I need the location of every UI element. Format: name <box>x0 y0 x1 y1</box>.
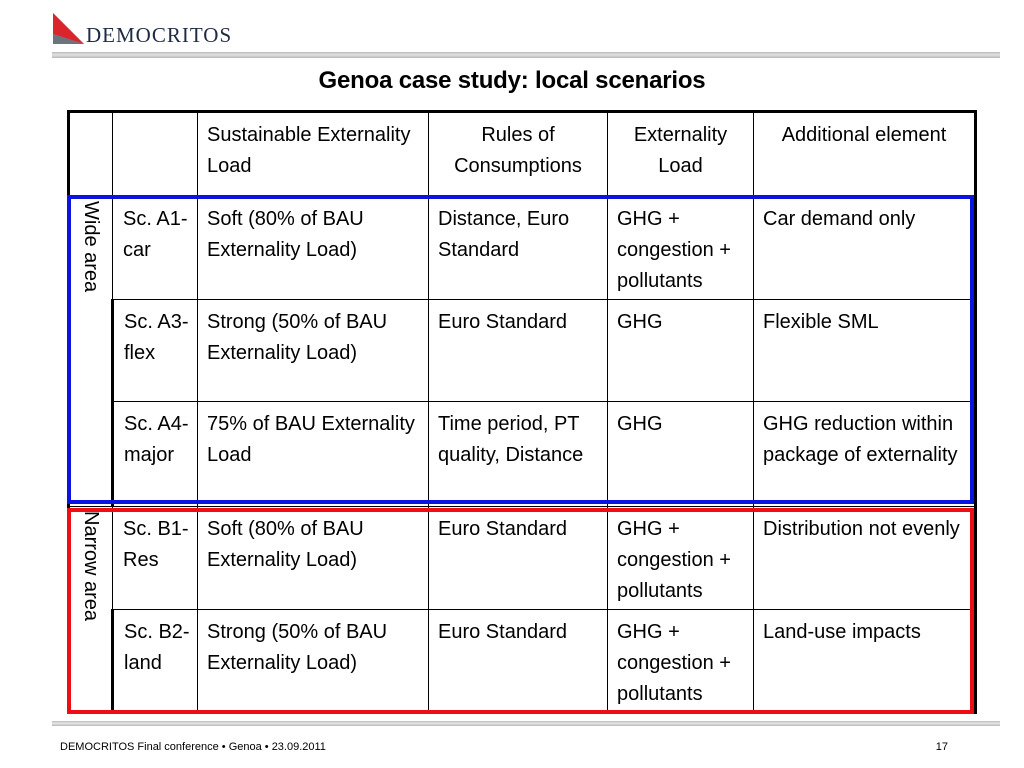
logo-text: DEMOCRITOS <box>86 23 233 47</box>
table-row: Sc. A3- flex Strong (50% of BAU External… <box>69 299 977 402</box>
region-label-narrow: Narrow area <box>80 511 102 622</box>
header-additional-element: Additional element <box>753 110 977 197</box>
page-number: 17 <box>935 741 948 753</box>
additional-cell: Land-use impacts <box>753 609 977 714</box>
sel-cell: Soft (80% of BAU Externality Load) <box>197 196 429 300</box>
header-rules-of-consumptions: Rules of Consumptions <box>428 110 608 197</box>
additional-cell: GHG reduction within package of external… <box>753 401 977 507</box>
rules-cell: Distance, Euro Standard <box>428 196 608 300</box>
header-cell-empty-1 <box>67 110 113 197</box>
rules-cell: Euro Standard <box>428 609 608 714</box>
triangle-logo-icon <box>53 13 84 44</box>
region-cell-wide: Wide area <box>67 196 113 507</box>
externality-cell: GHG <box>607 401 754 507</box>
table-row: Narrow area Sc. B1- Res Soft (80% of BAU… <box>67 506 977 713</box>
header-sustainable-externality-load: Sustainable Externality Load <box>197 110 429 197</box>
scenario-cell: Sc. A1- car <box>112 196 198 300</box>
scenario-cell: Sc. A4- major <box>111 401 198 507</box>
rules-cell: Euro Standard <box>428 299 608 402</box>
externality-cell: GHG + congestion + pollutants <box>607 196 754 300</box>
table-row: Sc. A4- major 75% of BAU Externality Loa… <box>69 401 977 507</box>
footer-divider <box>52 721 1000 726</box>
region-cell-narrow: Narrow area <box>67 506 113 713</box>
table-row: Wide area Sc. A1- car Soft (80% of BAU E… <box>67 196 977 507</box>
header-divider <box>52 52 1000 58</box>
rules-cell: Time period, PT quality, Distance <box>428 401 608 507</box>
externality-cell: GHG + congestion + pollutants <box>607 506 754 610</box>
scenario-table: Sustainable Externality Load Rules of Co… <box>67 110 977 714</box>
scenario-cell: Sc. B1- Res <box>112 506 198 610</box>
rules-cell: Euro Standard <box>428 506 608 610</box>
sel-cell: Soft (80% of BAU Externality Load) <box>197 506 429 610</box>
sel-cell: Strong (50% of BAU Externality Load) <box>197 609 429 714</box>
header-externality-load: Externality Load <box>607 110 754 197</box>
additional-cell: Distribution not evenly <box>753 506 977 610</box>
sel-cell: Strong (50% of BAU Externality Load) <box>197 299 429 402</box>
table-row: Sc. B2- land Strong (50% of BAU External… <box>69 609 977 714</box>
additional-cell: Car demand only <box>753 196 977 300</box>
region-label-wide: Wide area <box>80 201 102 293</box>
externality-cell: GHG + congestion + pollutants <box>607 609 754 714</box>
footer-text: DEMOCRITOS Final conference • Genoa • 23… <box>60 741 326 753</box>
slide-title: Genoa case study: local scenarios <box>318 67 706 94</box>
scenario-cell: Sc. A3- flex <box>111 299 198 402</box>
additional-cell: Flexible SML <box>753 299 977 402</box>
table-header-row: Sustainable Externality Load Rules of Co… <box>67 110 977 197</box>
scenario-cell: Sc. B2- land <box>111 609 198 714</box>
logo: DEMOCRITOS <box>52 12 268 48</box>
header-cell-empty-2 <box>112 110 198 197</box>
sel-cell: 75% of BAU Externality Load <box>197 401 429 507</box>
externality-cell: GHG <box>607 299 754 402</box>
